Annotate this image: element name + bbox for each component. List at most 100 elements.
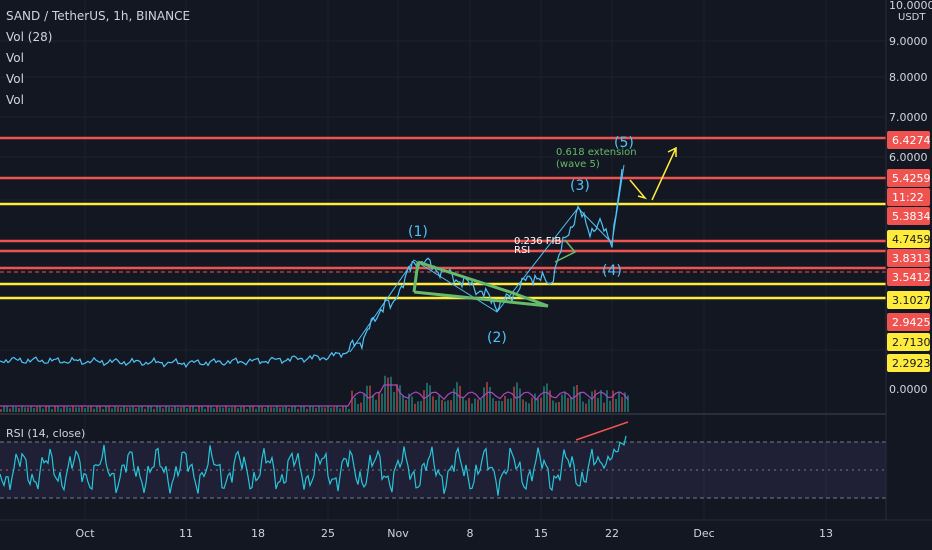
price-tag-background (887, 268, 930, 286)
volume-bar (588, 399, 590, 412)
vol-study-label[interactable]: Vol (28) (6, 30, 53, 44)
volume-bar (459, 385, 461, 412)
volume-bar (297, 408, 299, 412)
volume-bar (219, 407, 221, 412)
volume-bar (171, 407, 173, 412)
volume-bar (534, 393, 536, 412)
volume-bar (489, 387, 491, 412)
volume-bar (39, 406, 41, 412)
price-tag: 5.3834 (887, 207, 931, 225)
price-tag: 2.9425 (887, 313, 931, 331)
volume-bar (501, 401, 503, 412)
volume-bar (258, 406, 260, 412)
volume-bar (615, 398, 617, 412)
volume-bar (303, 406, 305, 412)
price-tag: 5.4259 (887, 169, 931, 187)
vol-study-label[interactable]: Vol (6, 72, 24, 86)
volume-bar (408, 393, 410, 412)
volume-bar (546, 383, 548, 412)
volume-bar (525, 401, 527, 412)
volume-bar (243, 406, 245, 412)
volume-bar (126, 407, 128, 412)
volume-bar (468, 398, 470, 412)
volume-bar (339, 408, 341, 412)
volume-bar (549, 390, 551, 412)
volume-bar (522, 399, 524, 412)
volume-bar (231, 407, 233, 412)
volume-bar (180, 407, 182, 412)
volume-bar (237, 408, 239, 412)
price-tag: 2.2923 (887, 354, 931, 372)
volume-bar (537, 398, 539, 412)
volume-bar (108, 406, 110, 412)
time-axis-tick: 25 (321, 527, 335, 540)
price-tag-label: 4.7459 (892, 233, 931, 246)
arrow-up (651, 146, 677, 201)
volume-bar (306, 408, 308, 412)
volume-bar (198, 406, 200, 412)
volume-bar (567, 397, 569, 412)
volume-bar (45, 406, 47, 412)
volume-bar (60, 408, 62, 412)
volume-bar (324, 407, 326, 412)
volume-bar (519, 388, 521, 412)
price-axis-tick: 0.0000 (889, 383, 928, 396)
volume-bar (150, 406, 152, 412)
volume-bar (585, 403, 587, 412)
volume-bar (336, 406, 338, 412)
price-axis-tick: 6.0000 (889, 151, 928, 164)
volume-bar (561, 394, 563, 412)
volume-bar (84, 408, 86, 412)
volume-bar (573, 386, 575, 412)
price-tag-background (887, 291, 930, 309)
volume-bar (192, 406, 194, 412)
volume-bar (63, 406, 65, 412)
volume-bar (507, 398, 509, 412)
volume-bar (579, 392, 581, 412)
volume-bar (132, 406, 134, 412)
price-line (0, 168, 623, 369)
wave-4-label: (4) (602, 263, 622, 279)
volume-bar (174, 406, 176, 412)
volume-bar (624, 392, 626, 412)
price-tag-background (887, 131, 930, 149)
volume-bar (606, 390, 608, 412)
volume-bar (393, 391, 395, 412)
volume-bar (15, 406, 17, 412)
volume-bar (312, 406, 314, 412)
volume-bar (228, 407, 230, 412)
volume-bar (0, 409, 2, 412)
volume-bar (36, 406, 38, 412)
volume-bar (129, 407, 131, 412)
volume-bar (51, 408, 53, 412)
volume-bar (204, 408, 206, 412)
volume-bar (570, 397, 572, 412)
volume-bar (111, 408, 113, 412)
volume-bar (288, 408, 290, 412)
volume-bar (42, 408, 44, 412)
price-tag: 3.1027 (887, 291, 931, 309)
volume-bar (399, 385, 401, 412)
vol-study-label[interactable]: Vol (6, 51, 24, 65)
volume-bar (564, 391, 566, 412)
price-tag: 11:22 (887, 188, 930, 206)
price-tag-background (887, 249, 930, 267)
volume-bar (444, 401, 446, 412)
elliott-wave-annotations: (1) (2) (3) (4) (5) 0.618 extension (wav… (408, 135, 637, 346)
volume-bar (69, 407, 71, 412)
rsi-divergence-line (575, 421, 629, 441)
symbol-title[interactable]: SAND / TetherUS, 1h, BINANCE (6, 9, 191, 23)
volume-bar (300, 406, 302, 412)
volume-bar (99, 406, 101, 412)
volume-bar (105, 406, 107, 412)
volume-bar (222, 407, 224, 412)
vol-study-label[interactable]: Vol (6, 93, 24, 107)
price-tag-label: 2.7130 (892, 336, 931, 349)
volume-bar (375, 399, 377, 412)
volume-bar (6, 406, 8, 412)
volume-bar (540, 397, 542, 412)
volume-bar (552, 400, 554, 412)
volume-bar (555, 402, 557, 412)
